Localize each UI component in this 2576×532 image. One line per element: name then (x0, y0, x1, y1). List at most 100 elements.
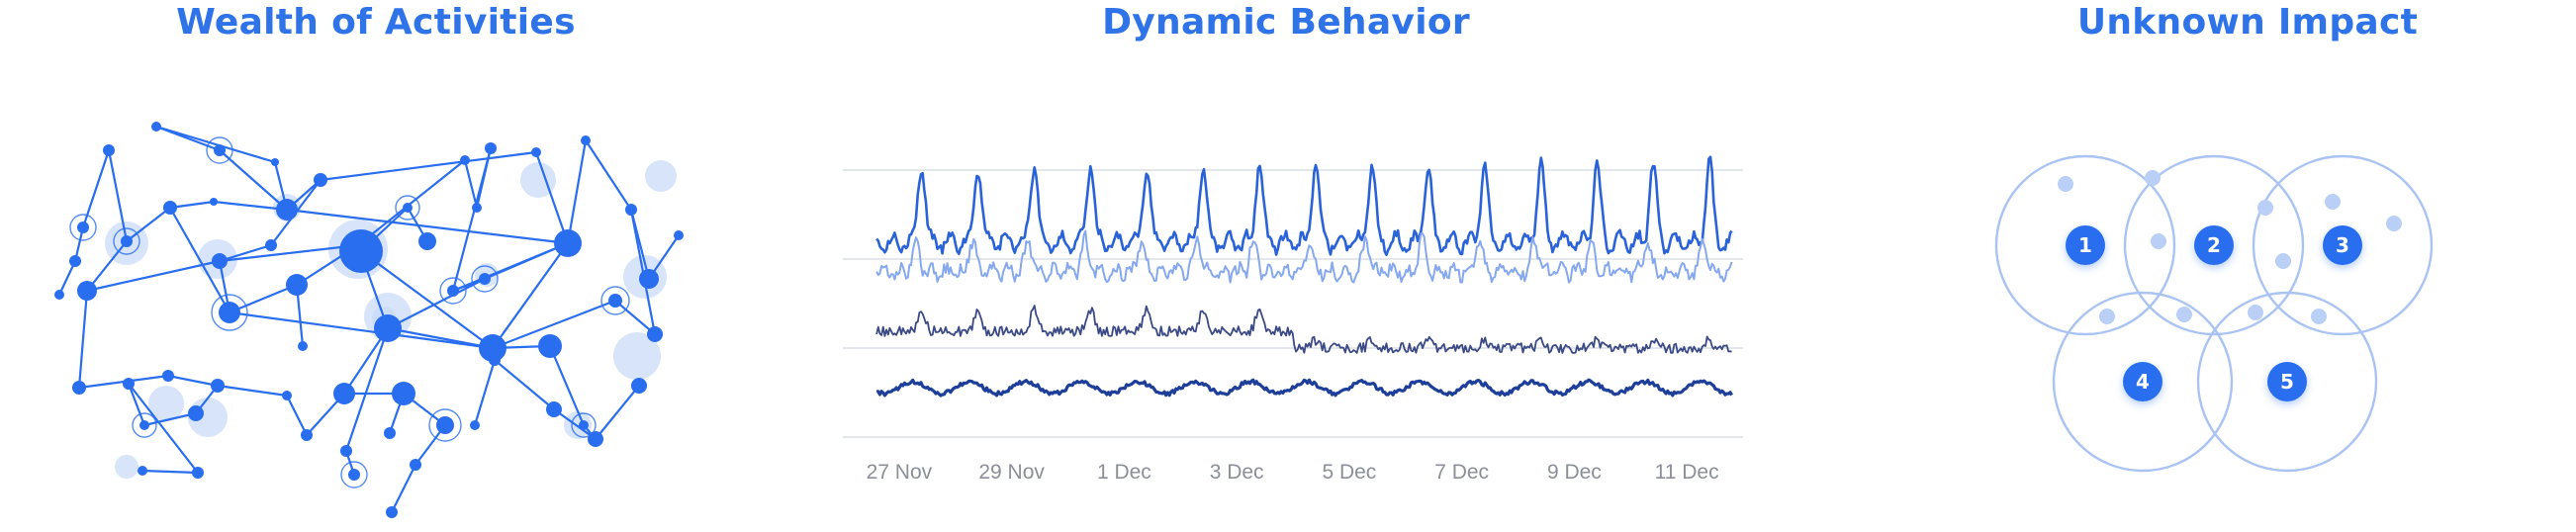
unknown-impact-overlap-diagram: 1 2 3 4 5 (1994, 154, 2434, 473)
network-halo (520, 162, 556, 198)
venn-ring (2252, 154, 2434, 336)
network-edge (319, 150, 538, 182)
network-edge (154, 125, 277, 164)
network-node (77, 281, 97, 301)
network-node (69, 255, 81, 267)
venn-badge-label: 5 (2280, 370, 2294, 394)
venn-badge-2: 2 (2194, 225, 2234, 265)
network-edge (228, 310, 495, 350)
network-node (211, 379, 225, 393)
venn-badge-3: 3 (2323, 225, 2362, 265)
network-node (531, 147, 541, 157)
network-node (674, 230, 684, 240)
network-node (214, 144, 226, 156)
network-node (72, 381, 86, 395)
network-node (301, 429, 313, 441)
venn-scatter-dots (2058, 170, 2402, 324)
network-edge (168, 200, 216, 210)
network-edge (168, 206, 231, 314)
network-node (219, 302, 240, 323)
network-node (212, 253, 228, 269)
network-node-ring (395, 195, 420, 221)
network-node-ring (439, 277, 467, 305)
venn-badge-4: 4 (2123, 362, 2162, 401)
network-node-ring (600, 286, 630, 315)
chart-gridlines (843, 169, 1743, 438)
venn-dot (2386, 216, 2402, 231)
network-node (192, 467, 204, 479)
network-node-ring (428, 408, 462, 442)
network-node (631, 378, 647, 394)
network-edge (491, 299, 617, 350)
network-node (436, 416, 454, 434)
network-node (139, 420, 149, 430)
network-node (470, 420, 480, 430)
network-node (339, 229, 383, 273)
x-tick-label: 1 Dec (1097, 461, 1151, 484)
venn-rings (1994, 154, 2434, 473)
network-node (103, 144, 115, 156)
network-edge (228, 283, 299, 314)
network-node (340, 445, 352, 457)
network-node (314, 173, 327, 187)
network-node (625, 204, 637, 216)
chart-series-4-line (875, 378, 1733, 398)
venn-badge-circle (2123, 362, 2162, 401)
network-edge (390, 463, 417, 514)
network-node (460, 155, 470, 165)
network-node (163, 201, 177, 215)
venn-dot (2257, 200, 2273, 216)
network-node (188, 405, 204, 421)
panel-title-wealth-of-activities: Wealth of Activities (176, 2, 576, 43)
network-edge (285, 208, 570, 245)
network-edge (166, 374, 220, 388)
network-node (647, 326, 663, 342)
network-node (403, 203, 413, 213)
network-node (410, 459, 421, 471)
network-node (333, 383, 355, 404)
network-node-ring (132, 412, 157, 438)
network-node (581, 135, 591, 145)
venn-dot (2145, 170, 2161, 186)
network-edge (359, 249, 495, 350)
network-edge (566, 138, 588, 245)
network-node (210, 198, 218, 206)
network-nodes (54, 122, 684, 518)
venn-badge-5: 5 (2267, 362, 2307, 401)
venn-badge-circle (2066, 225, 2105, 265)
network-node-ring (113, 227, 140, 255)
chart-series-group (875, 155, 1733, 398)
venn-badge-1: 1 (2066, 225, 2105, 265)
venn-badge-label: 3 (2336, 233, 2349, 257)
venn-dot (2325, 194, 2341, 210)
network-halo (148, 386, 184, 421)
network-edge (107, 148, 129, 243)
chart-series-1-line (875, 155, 1733, 256)
network-edge (212, 200, 289, 212)
network-node (54, 290, 64, 300)
network-edge (594, 384, 641, 441)
network-node-ring (340, 461, 368, 488)
network-edge (473, 358, 497, 427)
venn-dot (2248, 305, 2263, 320)
panel-title-dynamic-behavior: Dynamic Behavior (1102, 2, 1470, 43)
network-edge (218, 148, 289, 212)
network-halo (645, 160, 677, 192)
network-node (546, 401, 562, 417)
activity-network-graph (54, 122, 684, 518)
venn-ring (2052, 291, 2234, 473)
venn-ring (1994, 154, 2176, 336)
network-node (121, 235, 133, 247)
network-edge (451, 146, 493, 293)
x-tick-label: 5 Dec (1322, 461, 1376, 484)
network-node (472, 203, 482, 213)
venn-dot (2275, 253, 2291, 269)
network-edge (77, 289, 89, 390)
network-halo (613, 332, 661, 380)
network-node (276, 199, 298, 221)
panel-wealth-of-activities: Wealth of Activities (0, 0, 752, 532)
network-node (479, 334, 506, 362)
network-edge (127, 382, 200, 475)
venn-ring (2196, 291, 2378, 473)
network-node (554, 229, 582, 257)
